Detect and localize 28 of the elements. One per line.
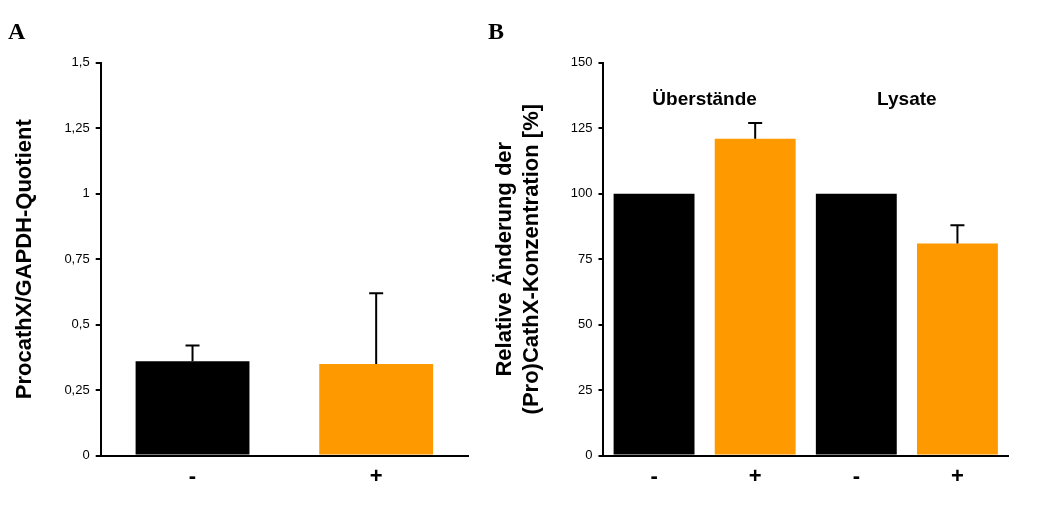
y-tick-label: 75	[578, 250, 593, 266]
y-tick-label: 0,75	[64, 250, 90, 266]
x-tick-label: +	[951, 462, 964, 488]
y-tick-label: 0	[585, 447, 593, 463]
x-tick-label: -	[650, 462, 658, 488]
bar	[916, 243, 998, 455]
x-tick-label: +	[369, 462, 383, 488]
x-tick-label: +	[748, 462, 762, 488]
y-tick-label: 100	[570, 185, 593, 201]
y-tick-label: 1,5	[71, 54, 90, 70]
y-tick-label: 0	[82, 447, 90, 463]
y-tick-label: 1	[82, 185, 90, 201]
chart-title: B	[488, 17, 505, 44]
chart-title: A	[8, 17, 26, 44]
y-axis-title: ProcathX/GAPDH-Quotient	[11, 118, 37, 400]
y-tick-label: 125	[570, 119, 593, 135]
annotation: Überstände	[652, 87, 757, 109]
y-tick-label: 1,25	[64, 119, 90, 135]
y-axis-title: Relative Änderung der (Pro)CathX-Konzentration [%]	[491, 103, 543, 415]
bar	[714, 138, 796, 455]
x-tick-label: -	[852, 462, 860, 488]
annotation: Lysate	[877, 87, 937, 109]
y-tick-label: 25	[578, 381, 593, 397]
y-tick-label: 0,25	[64, 381, 90, 397]
y-tick-label: 50	[578, 316, 593, 332]
y-tick-label: 0,5	[71, 316, 90, 332]
y-tick-label: 150	[570, 54, 593, 70]
x-tick-label: -	[188, 462, 197, 488]
